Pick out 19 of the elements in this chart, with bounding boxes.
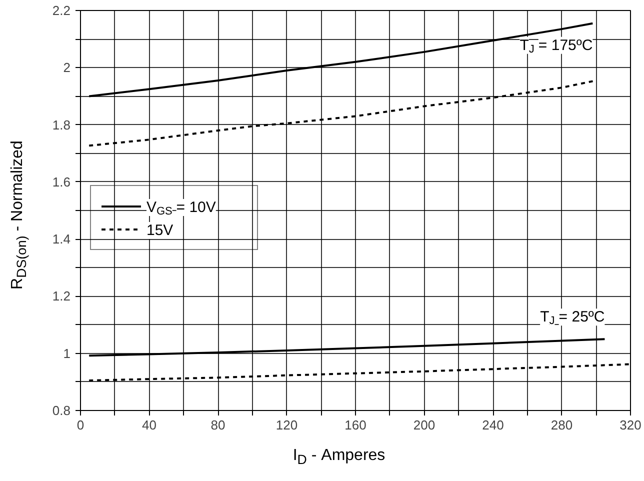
x-tick-label: 40 — [142, 418, 156, 432]
x-tick-label: 320 — [620, 418, 642, 432]
legend-label: 15V — [146, 222, 174, 239]
y-tick-label: 0.8 — [52, 403, 71, 418]
y-tick-label: 1.6 — [52, 174, 71, 190]
x-tick-label: 80 — [210, 418, 226, 432]
y-tick-label: 2.2 — [52, 3, 71, 18]
x-tick-label: 280 — [550, 418, 573, 432]
y-tick-label: 1.8 — [52, 117, 71, 132]
y-tick-label: 1.2 — [52, 288, 71, 304]
x-tick-label: 120 — [276, 418, 298, 432]
x-tick-label: 160 — [344, 418, 366, 432]
y-tick-label: 2 — [63, 60, 71, 76]
y-tick-label: 1 — [63, 346, 71, 361]
x-tick-label: 0 — [76, 418, 84, 432]
x-axis-title: I$_{D}$ - Amperes — [292, 446, 386, 470]
y-tick-label: 1.4 — [52, 232, 71, 247]
x-tick-label: 200 — [413, 418, 436, 432]
x-tick-label: 240 — [482, 418, 504, 432]
